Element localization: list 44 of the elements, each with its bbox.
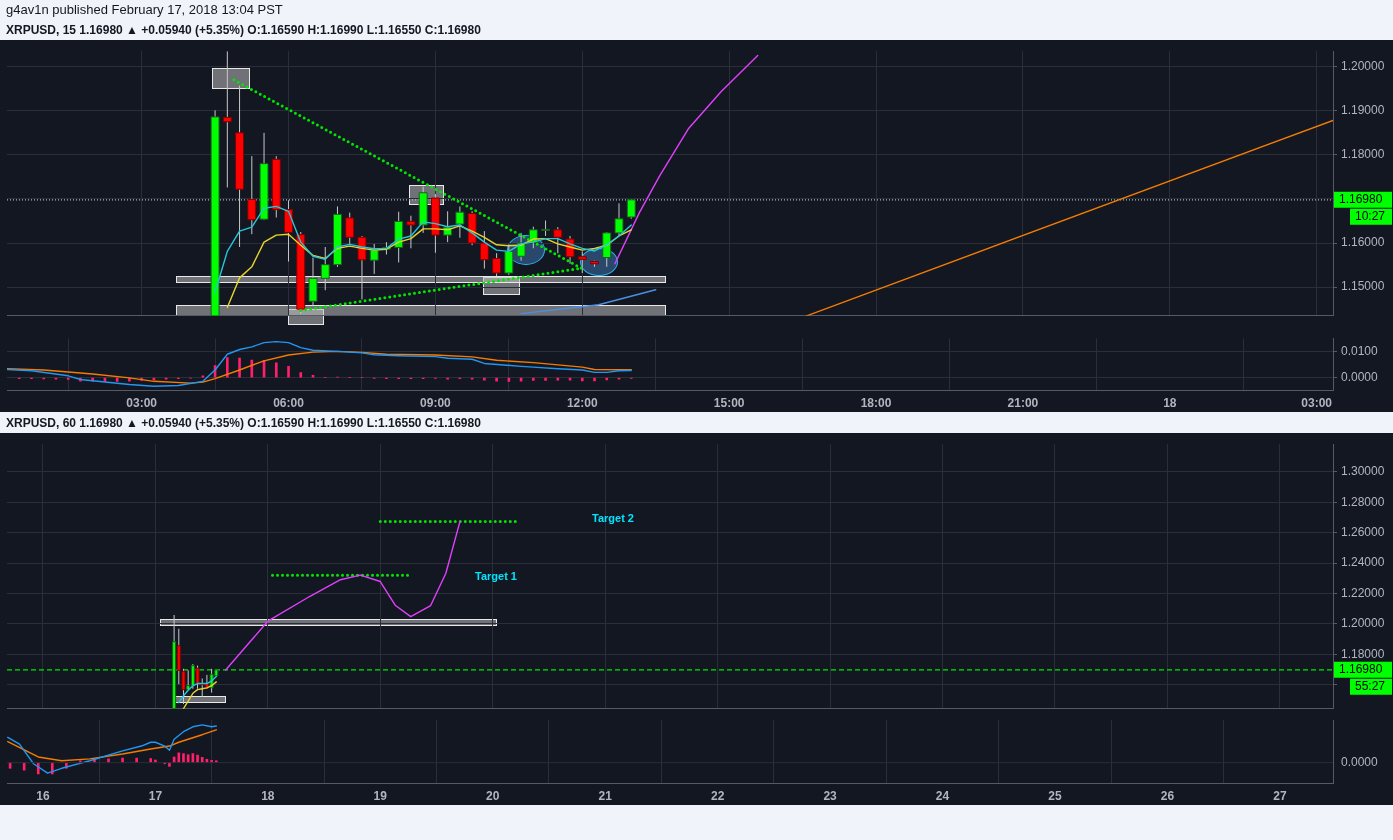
y-tick-label: 1.30000 (1341, 464, 1385, 479)
x-tick-label: 23 (823, 788, 838, 803)
y-tick-label: 1.28000 (1341, 494, 1385, 509)
x-tick-label: 16 (36, 788, 50, 803)
chart-subtitle: XRPUSD, 60 1.16980 ▲ +0.05940 (+5.35%) O:1.16590 H:1.16990 L:1.16550 C:1.16980 (6, 415, 481, 431)
x-tick-label: 21:00 (1007, 395, 1039, 410)
y-tick-label: 1.18000 (1341, 646, 1385, 661)
x-tick-label: 24 (935, 788, 950, 803)
x-tick-label: 06:00 (273, 395, 305, 410)
x-tick-label: 18 (1163, 395, 1177, 410)
y-tick-label: 1.20000 (1341, 58, 1385, 73)
x-tick-label: 18:00 (860, 395, 892, 410)
y-tick-label: 1.20000 (1341, 616, 1385, 631)
chart-subtitle: XRPUSD, 15 1.16980 ▲ +0.05940 (+5.35%) O:1.16590 H:1.16990 L:1.16550 C:1.16980 (6, 22, 481, 38)
x-tick-label: 26 (1160, 788, 1175, 803)
y-tick-label: 0.0100 (1341, 343, 1379, 358)
x-tick-label: 03:00 (126, 395, 158, 410)
x-tick-label: 03:00 (1301, 395, 1333, 410)
x-tick-label: 12:00 (566, 395, 598, 410)
y-tick-label: 1.26000 (1341, 525, 1385, 540)
x-tick-label: 09:00 (420, 395, 452, 410)
x-tick-label: 25 (1048, 788, 1062, 803)
x-tick-label: 22 (710, 788, 725, 803)
y-tick-label: 1.16000 (1341, 235, 1385, 250)
text: 10:27 (1355, 209, 1386, 224)
y-tick-label: 1.19000 (1341, 103, 1385, 118)
x-tick-label: 19 (373, 788, 388, 803)
ref-line-label: 1.16980 (1339, 662, 1383, 677)
annotation: Target 2 (592, 512, 634, 525)
y-tick-label: 1.22000 (1341, 585, 1385, 600)
text: 55:27 (1355, 679, 1386, 694)
y-tick-label: 1.18000 (1341, 147, 1385, 162)
x-tick-label: 17 (148, 788, 163, 803)
y-tick-label: 1.15000 (1341, 279, 1385, 294)
y-tick-label: 1.24000 (1341, 555, 1385, 570)
ref-line-label: 1.16980 (1339, 192, 1383, 207)
x-tick-label: 20 (486, 788, 500, 803)
chart-title: g4av1n published February 17, 2018 13:04 PST (6, 2, 283, 18)
y-tick-label: 0.0000 (1341, 369, 1379, 384)
x-tick-label: 27 (1273, 788, 1287, 803)
x-tick-label: 21 (598, 788, 613, 803)
x-tick-label: 15:00 (713, 395, 745, 410)
x-tick-label: 18 (261, 788, 275, 803)
annotation: Target 1 (475, 570, 517, 583)
